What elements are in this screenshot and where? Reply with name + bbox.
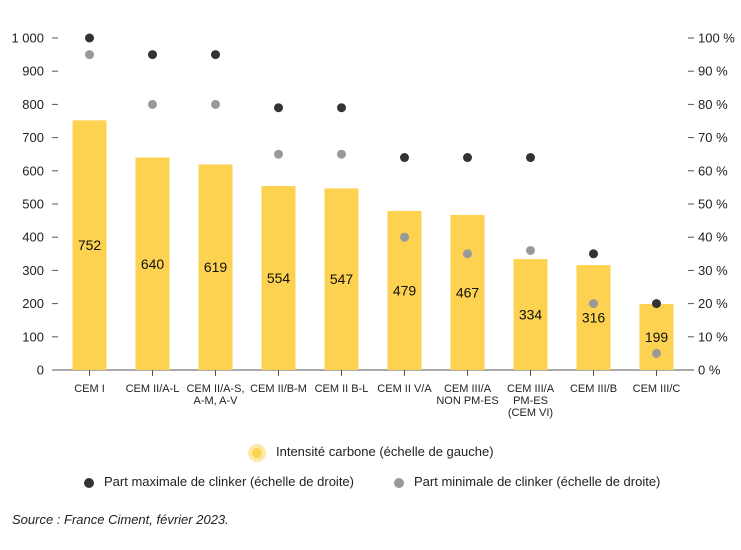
- bar-value-label: 554: [267, 270, 291, 286]
- legend-label-min-clinker: Part minimale de clinker (échelle de dro…: [414, 474, 661, 489]
- min-clinker-point: [526, 245, 535, 255]
- legend-label-carbon-intensity: Intensité carbone (échelle de gauche): [276, 444, 494, 459]
- y-left-tick-label: 200: [22, 296, 44, 311]
- bar-value-label: 752: [78, 237, 102, 253]
- max-clinker-point: [652, 299, 661, 309]
- x-tick-label: CEM I: [74, 383, 105, 395]
- y-left-tick-label: 1 000: [11, 31, 44, 46]
- bar: [639, 303, 674, 370]
- y-right-tick-label: 30 %: [698, 263, 728, 278]
- min-clinker-point: [337, 149, 346, 159]
- legend-swatch-min: [394, 477, 404, 488]
- min-clinker-point: [652, 348, 661, 358]
- y-left-tick-label: 600: [22, 163, 44, 178]
- y-right-tick-label: 10 %: [698, 329, 728, 344]
- min-clinker-point: [148, 99, 157, 109]
- bar: [135, 157, 170, 370]
- bar: [198, 164, 233, 370]
- y-left-tick-label: 300: [22, 263, 44, 278]
- x-tick-label: CEM II/A-L: [126, 383, 180, 395]
- max-clinker-point: [274, 103, 283, 113]
- y-right-tick-label: 80 %: [698, 97, 728, 112]
- min-clinker-point: [400, 232, 409, 242]
- source-note: Source : France Ciment, février 2023.: [12, 512, 229, 527]
- min-clinker-point: [274, 149, 283, 159]
- legend-item-min-clinker: Part minimale de clinker (échelle de dro…: [394, 474, 660, 489]
- min-clinker-point: [85, 50, 94, 60]
- y-right-tick-label: 0 %: [698, 363, 721, 378]
- bar: [450, 214, 485, 370]
- x-tick-label: CEM III/A: [444, 383, 492, 395]
- y-right-tick-label: 40 %: [698, 230, 728, 245]
- bar: [324, 188, 359, 370]
- y-right-tick-label: 20 %: [698, 296, 728, 311]
- chart: 0 100 200 300 400 500 600 700 800 900 1 000 0 % 10 %…: [11, 31, 735, 420]
- y-right-tick-label: 70 %: [698, 130, 728, 145]
- legend-item-carbon-intensity: Intensité carbone (échelle de gauche): [248, 444, 494, 459]
- x-tick-label: (CEM VI): [508, 407, 553, 419]
- bar-value-label: 479: [393, 282, 417, 298]
- x-tick-label: CEM II/B-M: [250, 383, 307, 395]
- max-clinker-point: [589, 249, 598, 259]
- bar-value-label: 199: [645, 329, 669, 345]
- max-clinker-point: [211, 50, 220, 60]
- bar-value-label: 467: [456, 284, 480, 300]
- y-left-tick-label: 100: [22, 329, 44, 344]
- x-tick-label: CEM II B-L: [315, 383, 369, 395]
- bar-value-label: 547: [330, 271, 354, 287]
- legend-swatch-max: [84, 477, 94, 488]
- bar: [261, 186, 296, 370]
- y-right-tick-label: 100 %: [698, 31, 735, 46]
- y-left-tick-label: 500: [22, 197, 44, 212]
- bar: [72, 120, 107, 370]
- y-left-tick-label: 400: [22, 230, 44, 245]
- x-tick-label: CEM III/C: [633, 383, 681, 395]
- bar-value-label: 334: [519, 307, 543, 323]
- min-clinker-point: [463, 249, 472, 259]
- bar: [576, 265, 611, 370]
- y-left-tick-label: 900: [22, 64, 44, 79]
- x-tick-label: CEM III/A: [507, 383, 555, 395]
- bar: [513, 259, 548, 370]
- legend-swatch-bar: [252, 447, 262, 458]
- max-clinker-point: [400, 153, 409, 163]
- y-right-tick-label: 50 %: [698, 197, 728, 212]
- legend-item-max-clinker: Part maximale de clinker (échelle de dro…: [84, 474, 354, 489]
- y-left-tick-label: 0: [37, 363, 44, 378]
- max-clinker-point: [337, 103, 346, 113]
- bar-value-label: 619: [204, 259, 228, 275]
- x-tick-label: PM-ES: [513, 395, 548, 407]
- max-clinker-point: [463, 153, 472, 163]
- y-right-tick-label: 90 %: [698, 64, 728, 79]
- x-tick-label: NON PM-ES: [436, 395, 498, 407]
- y-left-tick-label: 800: [22, 97, 44, 112]
- x-tick-label: A-M, A-V: [193, 395, 238, 407]
- max-clinker-point: [526, 153, 535, 163]
- min-clinker-point: [589, 299, 598, 309]
- bar-value-label: 316: [582, 310, 606, 326]
- y-right-tick-label: 60 %: [698, 163, 728, 178]
- x-tick-label: CEM II/A-S,: [186, 383, 244, 395]
- x-tick-label: CEM II V/A: [377, 383, 432, 395]
- legend-label-max-clinker: Part maximale de clinker (échelle de dro…: [104, 474, 354, 489]
- min-clinker-point: [211, 99, 220, 109]
- bar-value-label: 640: [141, 256, 165, 272]
- x-tick-label: CEM III/B: [570, 383, 617, 395]
- max-clinker-point: [148, 50, 157, 60]
- y-left-tick-label: 700: [22, 130, 44, 145]
- max-clinker-point: [85, 33, 94, 43]
